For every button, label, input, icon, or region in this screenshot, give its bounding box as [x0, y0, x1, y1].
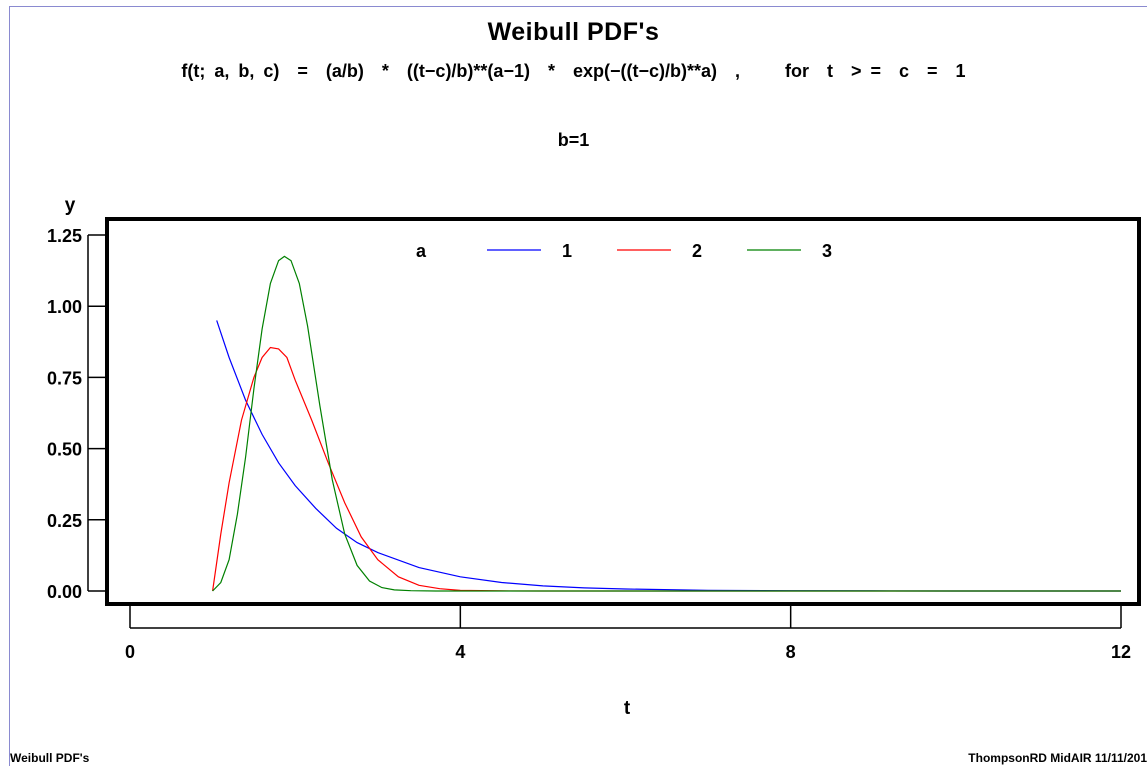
footer-right: ThompsonRD MidAIR 11/11/201	[968, 751, 1147, 765]
y-axis-label: y	[65, 195, 76, 216]
chart-formula: f(t; a, b, c) = (a/b) * ((t−c)/b)**(a−1)…	[181, 61, 966, 81]
series-lines	[212, 255, 1121, 592]
parameter-label: b=1	[557, 130, 590, 150]
y-axis: 0.00 0.25 0.50 0.75 1.00 1.25	[47, 226, 107, 602]
y-tick-label: 1.25	[47, 226, 82, 246]
x-tick-label: 4	[455, 642, 465, 662]
series-line-a3	[212, 255, 1121, 592]
y-tick-label: 0.00	[47, 582, 82, 602]
x-tick-label: 12	[1111, 642, 1131, 662]
y-tick-label: 0.25	[47, 511, 82, 531]
legend-label: 1	[562, 241, 572, 261]
footer-left: Weibull PDF's	[10, 751, 90, 765]
y-tick-label: 0.50	[47, 440, 82, 460]
x-axis: 0 4 8 12	[125, 606, 1131, 662]
y-tick-label: 0.75	[47, 368, 82, 388]
legend-label: 3	[822, 241, 832, 261]
legend: a 1 2 3	[416, 241, 832, 261]
page-frame	[9, 6, 1147, 766]
legend-title: a	[416, 241, 427, 261]
y-tick-label: 1.00	[47, 297, 82, 317]
x-tick-label: 8	[786, 642, 796, 662]
x-tick-label: 0	[125, 642, 135, 662]
legend-label: 2	[692, 241, 702, 261]
series-line-a1	[216, 320, 1121, 592]
series-line-a2	[212, 346, 1121, 592]
chart-title: Weibull PDF's	[487, 18, 660, 46]
plot-frame	[105, 217, 1141, 606]
x-axis-label: t	[624, 698, 631, 719]
